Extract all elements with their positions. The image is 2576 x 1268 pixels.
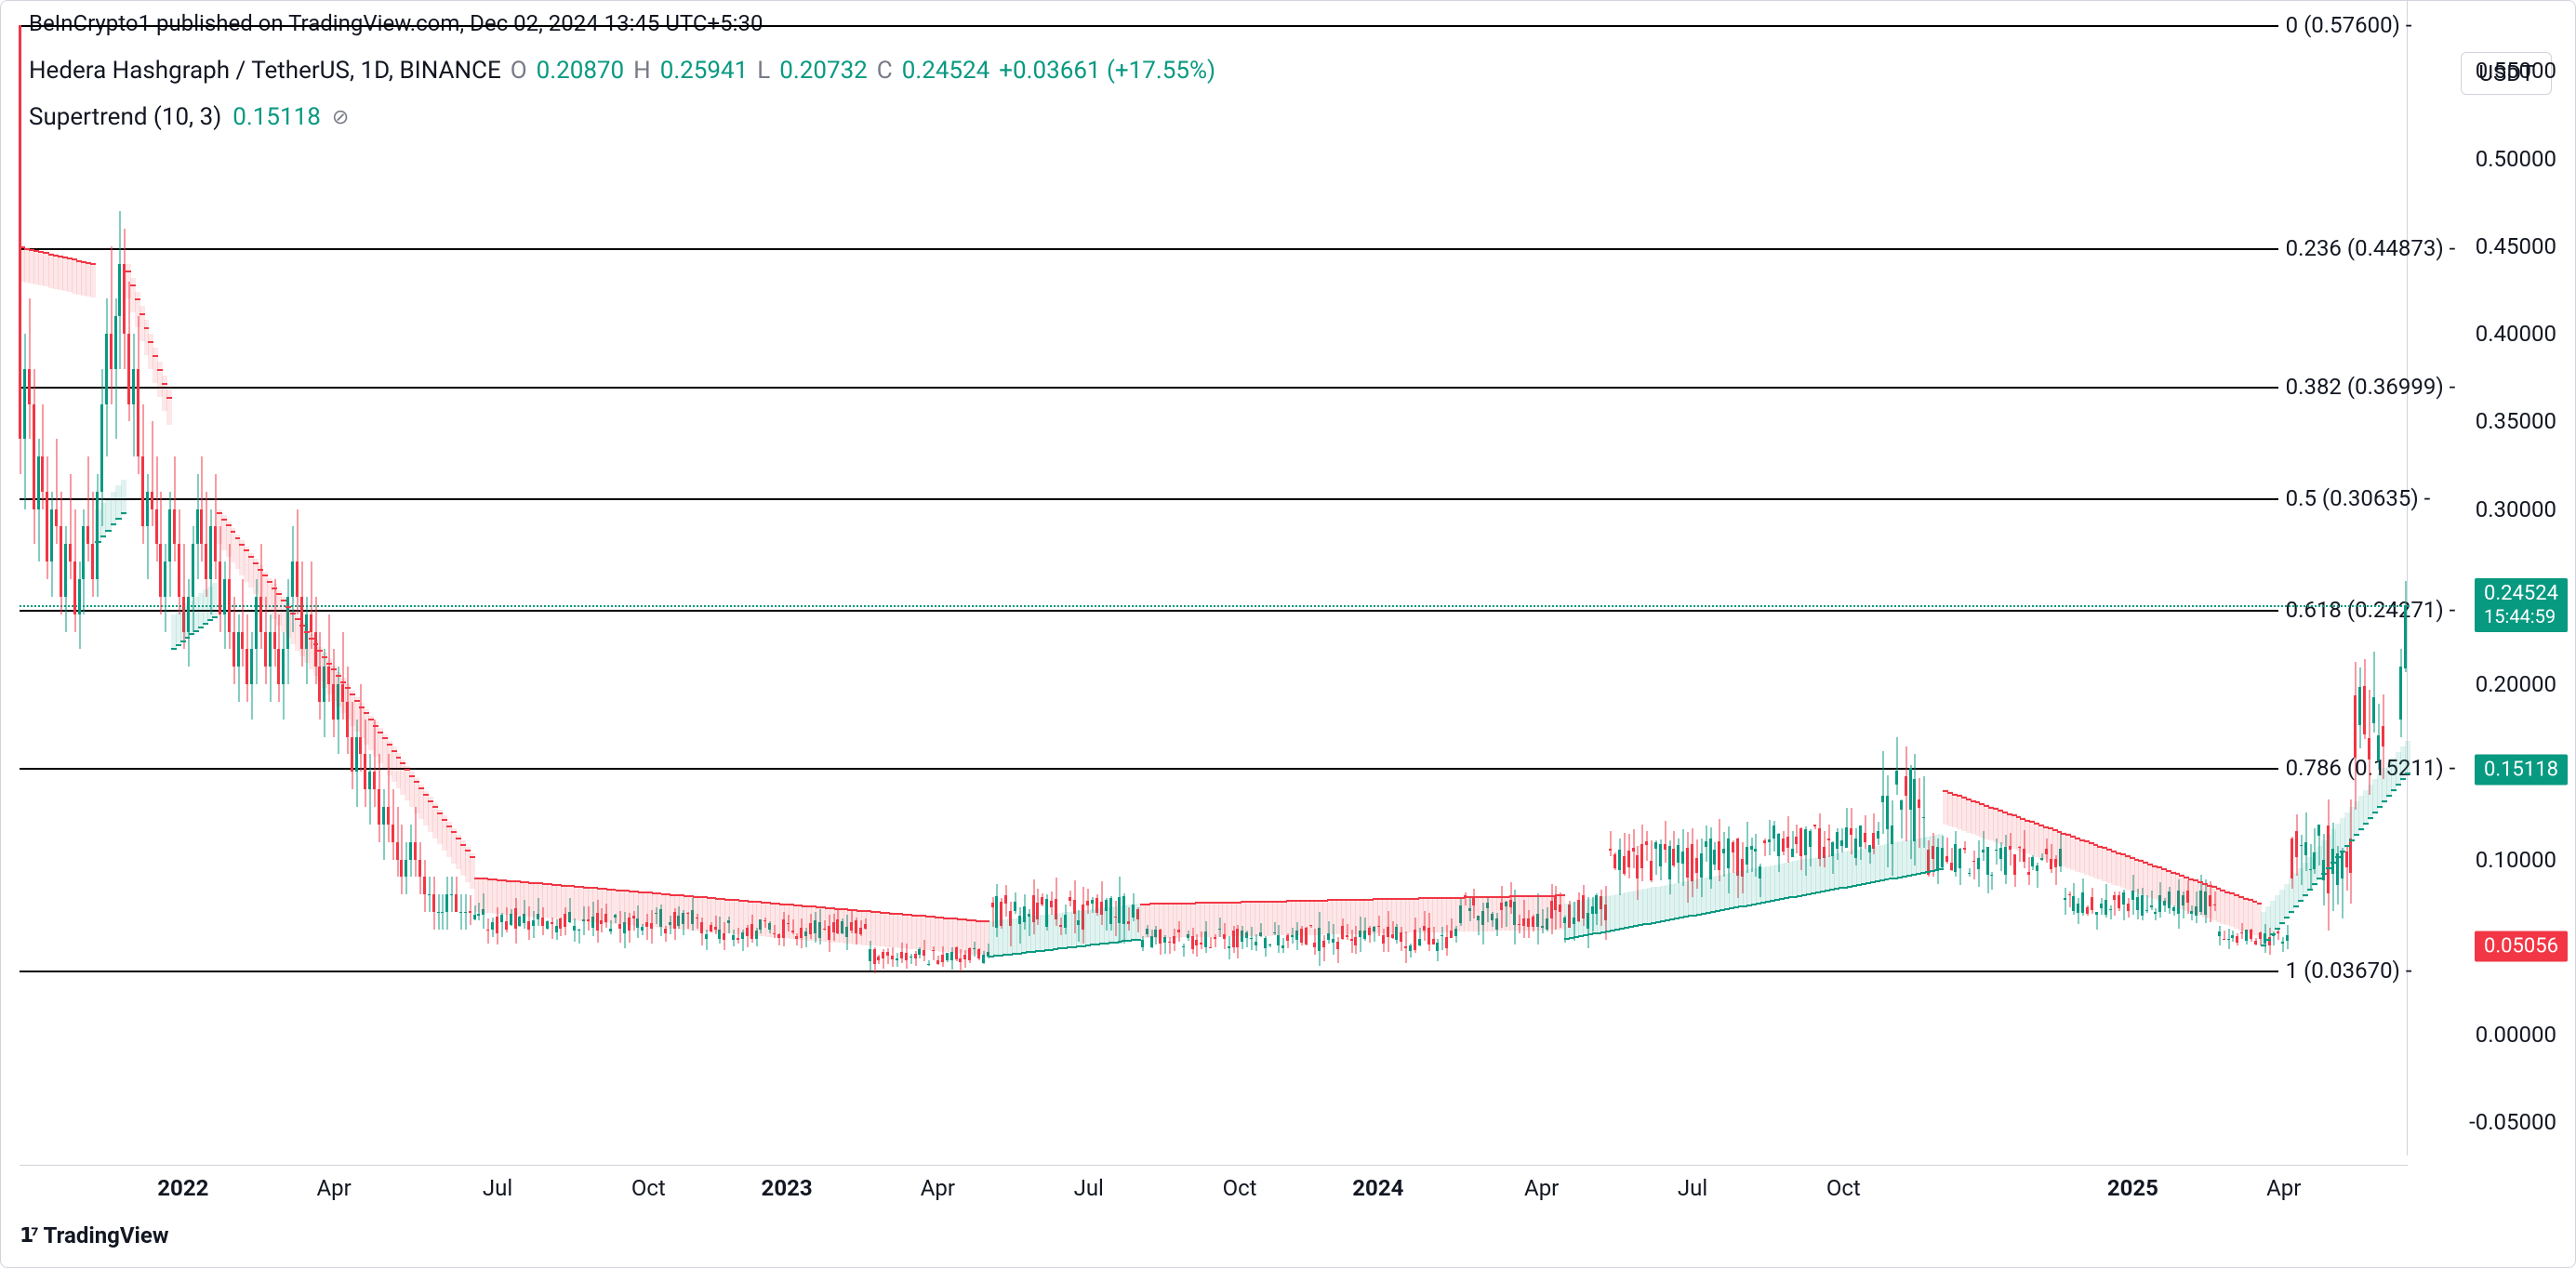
fib-label: 1 (0.03670) - bbox=[2286, 958, 2412, 984]
fib-line[interactable] bbox=[20, 387, 2278, 389]
y-tick: 0.55000 bbox=[2476, 58, 2556, 84]
x-tick: 2025 bbox=[2107, 1175, 2158, 1201]
price-tag: 0.15118 bbox=[2475, 755, 2568, 786]
x-tick: Oct bbox=[1223, 1175, 1257, 1201]
supertrend-fill bbox=[90, 263, 96, 298]
y-tick: 0.30000 bbox=[2476, 496, 2556, 522]
x-tick: Oct bbox=[631, 1175, 666, 1201]
supertrend-fill bbox=[121, 480, 126, 515]
plot-area[interactable]: 0 (0.57600) -0.236 (0.44873) -0.382 (0.3… bbox=[20, 1, 2408, 1156]
price-tag: 0.2452415:44:59 bbox=[2475, 578, 2568, 632]
x-tick: 2022 bbox=[157, 1175, 208, 1201]
fib-line[interactable] bbox=[20, 248, 2278, 250]
x-tick: 2024 bbox=[1352, 1175, 1403, 1201]
chart-container: BeInCrypto1 published on TradingView.com… bbox=[0, 0, 2576, 1268]
tradingview-label: TradingView bbox=[44, 1222, 169, 1248]
x-tick: Apr bbox=[2266, 1175, 2301, 1201]
y-axis[interactable]: 0.55000 0.50000 0.45000 0.40000 0.35000 0.300… bbox=[2408, 1, 2575, 1156]
fib-line[interactable] bbox=[20, 498, 2278, 500]
x-tick: Apr bbox=[317, 1175, 352, 1201]
supertrend-fill bbox=[1938, 834, 1944, 869]
x-tick: Oct bbox=[1826, 1175, 1861, 1201]
x-tick: Jul bbox=[483, 1175, 512, 1201]
x-tick: Apr bbox=[921, 1175, 955, 1201]
fib-line[interactable] bbox=[20, 610, 2278, 612]
y-tick: 0.45000 bbox=[2476, 233, 2556, 259]
supertrend-fill bbox=[212, 583, 218, 618]
y-tick: 0.00000 bbox=[2476, 1022, 2556, 1048]
fib-line[interactable] bbox=[20, 971, 2278, 972]
x-tick: Jul bbox=[1074, 1175, 1104, 1201]
supertrend-line bbox=[1135, 939, 1141, 941]
tradingview-logo-icon: 𝟭⁷ bbox=[20, 1224, 36, 1248]
x-tick: 2023 bbox=[762, 1175, 813, 1201]
fib-label: 0 (0.57600) - bbox=[2286, 12, 2412, 38]
y-tick: 0.50000 bbox=[2476, 146, 2556, 172]
fib-line[interactable] bbox=[20, 768, 2278, 770]
y-tick: 0.10000 bbox=[2476, 847, 2556, 873]
price-tag: 0.05056 bbox=[2475, 931, 2568, 961]
y-tick: 0.40000 bbox=[2476, 321, 2556, 347]
current-price-line bbox=[20, 605, 2410, 607]
x-tick: Apr bbox=[1524, 1175, 1559, 1201]
tradingview-watermark[interactable]: 𝟭⁷ TradingView bbox=[20, 1222, 168, 1248]
y-tick: -0.05000 bbox=[2469, 1109, 2556, 1135]
y-tick: 0.20000 bbox=[2476, 671, 2556, 697]
y-tick: 0.35000 bbox=[2476, 408, 2556, 434]
x-axis[interactable]: 2022 Apr Jul Oct 2023 Apr Jul Oct 2024 Apr Jul Oct 2… bbox=[20, 1165, 2408, 1202]
fib-line[interactable] bbox=[20, 25, 2278, 27]
supertrend-fill bbox=[166, 390, 172, 425]
x-tick: Jul bbox=[1678, 1175, 1707, 1201]
